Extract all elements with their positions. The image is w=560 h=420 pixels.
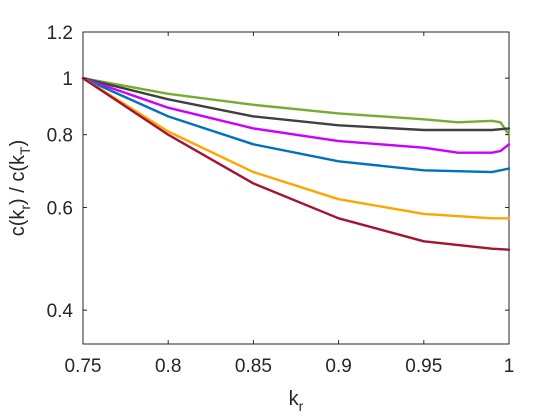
x-tick-label: 1 [504,356,515,377]
x-tick-label: 0.9 [325,356,351,377]
y-tick-label: 0.8 [47,126,73,147]
plot-area [82,31,510,345]
y-tick-label: 0.6 [47,199,73,220]
series-line-2 [81,77,511,132]
series-line-6 [81,77,511,251]
series-layer [81,77,511,251]
x-tick-label: 0.85 [235,356,272,377]
y-axis: 0.4 0.6 0.8 1 1.2 [47,23,509,322]
series-line-3 [81,77,511,154]
x-tick-label: 0.75 [65,356,102,377]
series-line-5 [81,77,511,220]
y-tick-label: 0.4 [47,301,74,322]
x-axis-label: kr [289,388,304,414]
x-axis: 0.75 0.8 0.85 0.9 0.95 1 [65,32,515,377]
y-tick-label: 1.2 [47,23,73,44]
series-line-4 [81,77,511,174]
x-tick-label: 0.8 [155,356,181,377]
y-axis-label: c(kr) / c(kT) [7,140,33,237]
x-tick-label: 0.95 [405,356,442,377]
series-line-1 [81,77,511,136]
y-tick-label: 1 [62,69,73,90]
